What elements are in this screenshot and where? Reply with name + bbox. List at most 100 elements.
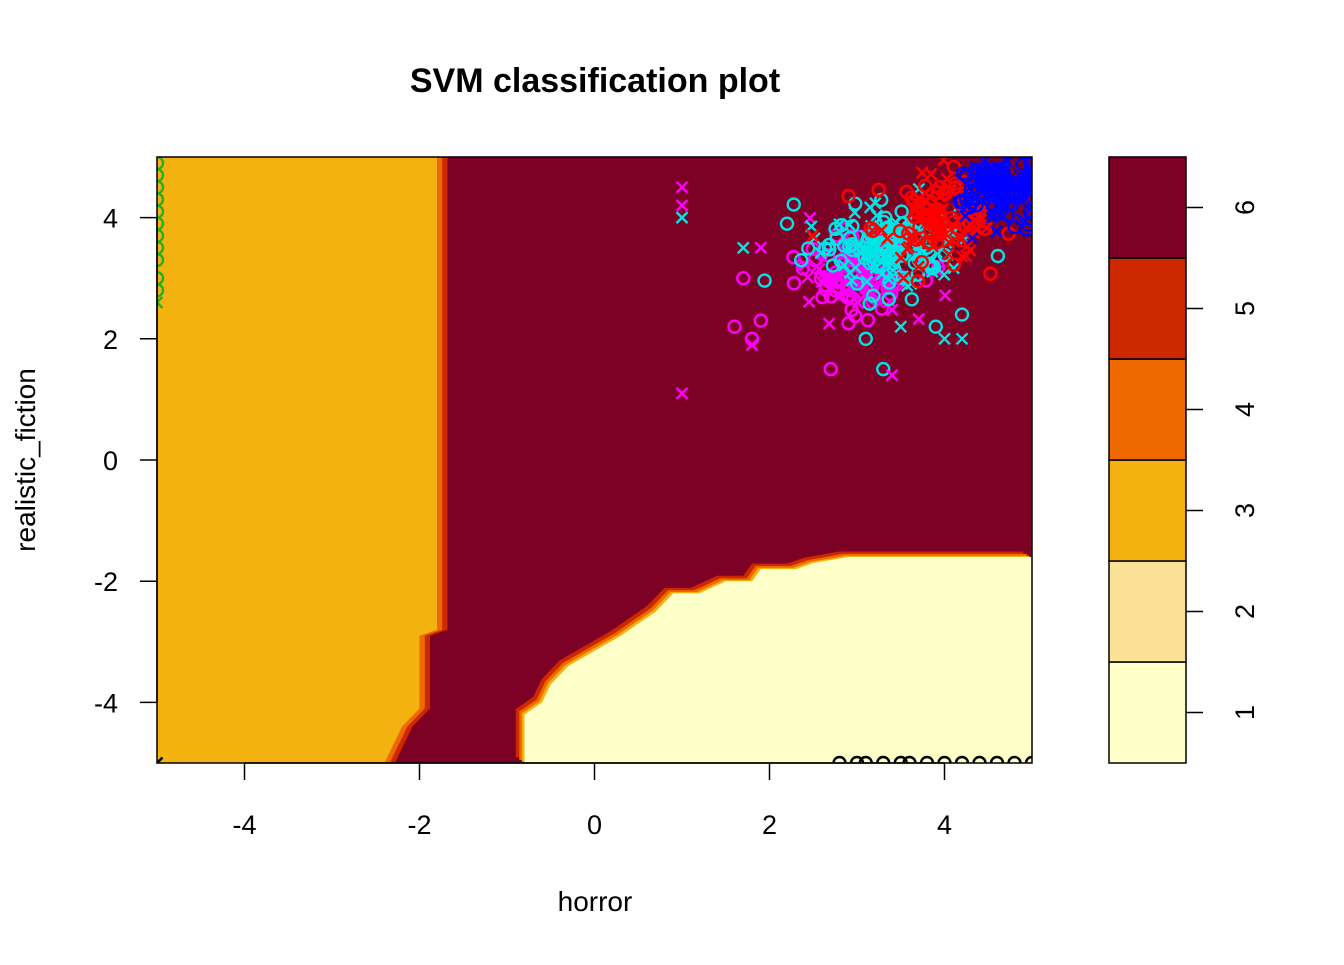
- point-o: [815, 289, 830, 305]
- point-o: [989, 755, 1005, 763]
- y-tick-label: 0: [103, 446, 118, 476]
- point-x: [837, 259, 851, 272]
- y-tick-label: 4: [103, 204, 118, 234]
- point-x: [894, 320, 908, 334]
- point-o: [865, 278, 880, 294]
- point-x: [881, 232, 894, 245]
- y-axis: -4 -2 0 2 4: [94, 204, 158, 718]
- x-tick-label: 4: [937, 810, 952, 840]
- point-x: [938, 332, 951, 346]
- point-o: [954, 307, 970, 322]
- legend-swatch: [1108, 661, 1187, 764]
- point-x: [943, 182, 957, 196]
- x-tick-label: 2: [762, 810, 777, 840]
- point-o: [866, 288, 881, 303]
- point-x: [822, 317, 836, 330]
- point-o: [832, 755, 847, 763]
- point-o: [910, 274, 926, 289]
- point-o: [958, 192, 974, 207]
- point-o: [786, 276, 802, 291]
- point-o: [860, 312, 876, 328]
- point-x: [990, 225, 1003, 238]
- point-o: [1001, 188, 1017, 203]
- point-x: [919, 195, 933, 209]
- legend-swatch: [1108, 358, 1187, 461]
- point-x: [883, 250, 896, 264]
- point-x: [980, 221, 993, 235]
- point-x: [810, 260, 824, 274]
- point-o: [954, 755, 970, 763]
- point-x: [937, 268, 951, 282]
- point-x: [915, 166, 929, 179]
- point-o: [847, 308, 863, 324]
- point-o: [990, 248, 1006, 264]
- point-o: [863, 221, 878, 236]
- point-x: [157, 296, 164, 309]
- legend-tick-label: 3: [1230, 503, 1260, 518]
- point-o: [876, 755, 891, 763]
- point-o: [823, 275, 839, 290]
- point-x: [955, 332, 969, 346]
- point-x: [938, 288, 952, 302]
- legend-tick-label: 6: [1230, 200, 1260, 215]
- point-o: [1007, 755, 1022, 763]
- point-o: [858, 331, 873, 346]
- point-o: [983, 266, 998, 281]
- point-o: [882, 275, 897, 290]
- legend-tick-label: 4: [1230, 402, 1260, 417]
- point-x: [897, 271, 910, 285]
- point-x: [912, 260, 925, 274]
- point-o: [895, 270, 910, 286]
- point-x: [1002, 174, 1015, 188]
- point-o: [1007, 219, 1022, 235]
- point-o: [157, 216, 165, 231]
- point-o: [907, 194, 922, 209]
- point-o: [870, 259, 886, 274]
- point-x: [947, 261, 961, 275]
- point-o: [157, 192, 165, 207]
- point-o: [753, 313, 768, 328]
- point-x: [675, 199, 689, 212]
- point-o: [1009, 190, 1024, 205]
- point-o: [786, 197, 801, 212]
- point-o: [893, 755, 908, 763]
- point-o: [932, 221, 948, 236]
- point-x: [675, 386, 689, 400]
- point-o: [920, 209, 936, 224]
- legend-swatch: [1108, 257, 1187, 360]
- legend-swatch: [1108, 560, 1187, 663]
- point-x: [926, 265, 939, 279]
- point-x: [937, 157, 951, 167]
- point-o: [928, 319, 943, 334]
- point-o: [843, 252, 859, 268]
- chart-title: SVM classification plot: [410, 62, 780, 100]
- point-x: [995, 162, 1009, 175]
- point-x: [875, 223, 889, 237]
- point-o: [1000, 208, 1015, 223]
- point-o: [899, 184, 914, 200]
- color-legend: 1 2 3 4 5 6: [1108, 156, 1260, 764]
- point-o: [1023, 204, 1032, 219]
- point-o: [892, 223, 908, 239]
- point-o: [842, 231, 857, 246]
- y-tick-label: -4: [94, 688, 118, 718]
- legend-swatch: [1108, 459, 1187, 562]
- data-points: [157, 157, 1032, 763]
- point-x: [675, 211, 689, 224]
- legend-swatch: [1108, 156, 1187, 259]
- point-o: [801, 241, 816, 256]
- point-o: [851, 284, 867, 300]
- point-o: [849, 755, 865, 763]
- point-o: [865, 223, 881, 238]
- x-axis-label: horror: [558, 886, 633, 917]
- point-x: [862, 243, 876, 257]
- point-x: [157, 756, 164, 763]
- point-o: [157, 228, 165, 243]
- point-o: [157, 271, 165, 286]
- y-axis-label: realistic_fiction: [10, 368, 41, 552]
- point-x: [745, 338, 759, 352]
- point-x: [736, 241, 750, 255]
- point-o: [841, 239, 857, 254]
- point-x: [894, 251, 908, 265]
